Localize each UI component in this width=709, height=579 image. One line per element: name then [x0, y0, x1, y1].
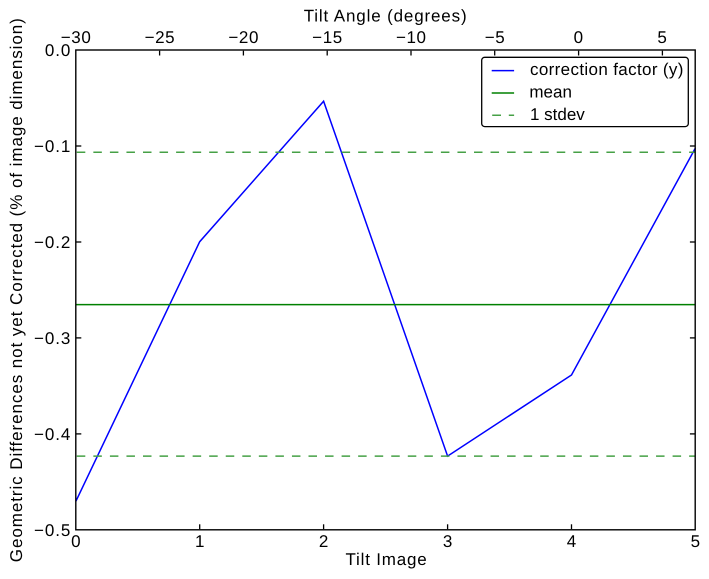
- svg-text:Geometric Differences not yet: Geometric Differences not yet Corrected …: [7, 17, 26, 562]
- svg-text:0: 0: [71, 532, 80, 551]
- svg-text:−5: −5: [485, 28, 506, 47]
- svg-text:2: 2: [319, 532, 328, 551]
- svg-text:0.0: 0.0: [45, 41, 71, 60]
- svg-text:0: 0: [574, 28, 584, 47]
- svg-text:−25: −25: [145, 28, 176, 47]
- svg-text:mean: mean: [529, 82, 572, 101]
- svg-text:Tilt Angle (degrees): Tilt Angle (degrees): [304, 7, 468, 26]
- svg-text:−0.4: −0.4: [34, 425, 71, 444]
- svg-text:correction factor (y): correction factor (y): [530, 60, 684, 79]
- svg-text:5: 5: [657, 28, 667, 47]
- svg-text:−0.5: −0.5: [34, 521, 71, 540]
- svg-text:5: 5: [691, 532, 700, 551]
- svg-text:−15: −15: [312, 28, 343, 47]
- svg-text:4: 4: [567, 532, 576, 551]
- svg-text:3: 3: [443, 532, 452, 551]
- svg-text:−30: −30: [61, 28, 92, 47]
- svg-text:−0.3: −0.3: [34, 329, 71, 348]
- svg-text:−10: −10: [396, 28, 427, 47]
- svg-text:1 stdev: 1 stdev: [530, 105, 585, 124]
- svg-text:1: 1: [195, 532, 204, 551]
- svg-text:−0.2: −0.2: [34, 233, 71, 252]
- svg-text:−20: −20: [228, 28, 259, 47]
- svg-text:−0.1: −0.1: [34, 137, 71, 156]
- svg-text:Tilt Image: Tilt Image: [345, 550, 427, 569]
